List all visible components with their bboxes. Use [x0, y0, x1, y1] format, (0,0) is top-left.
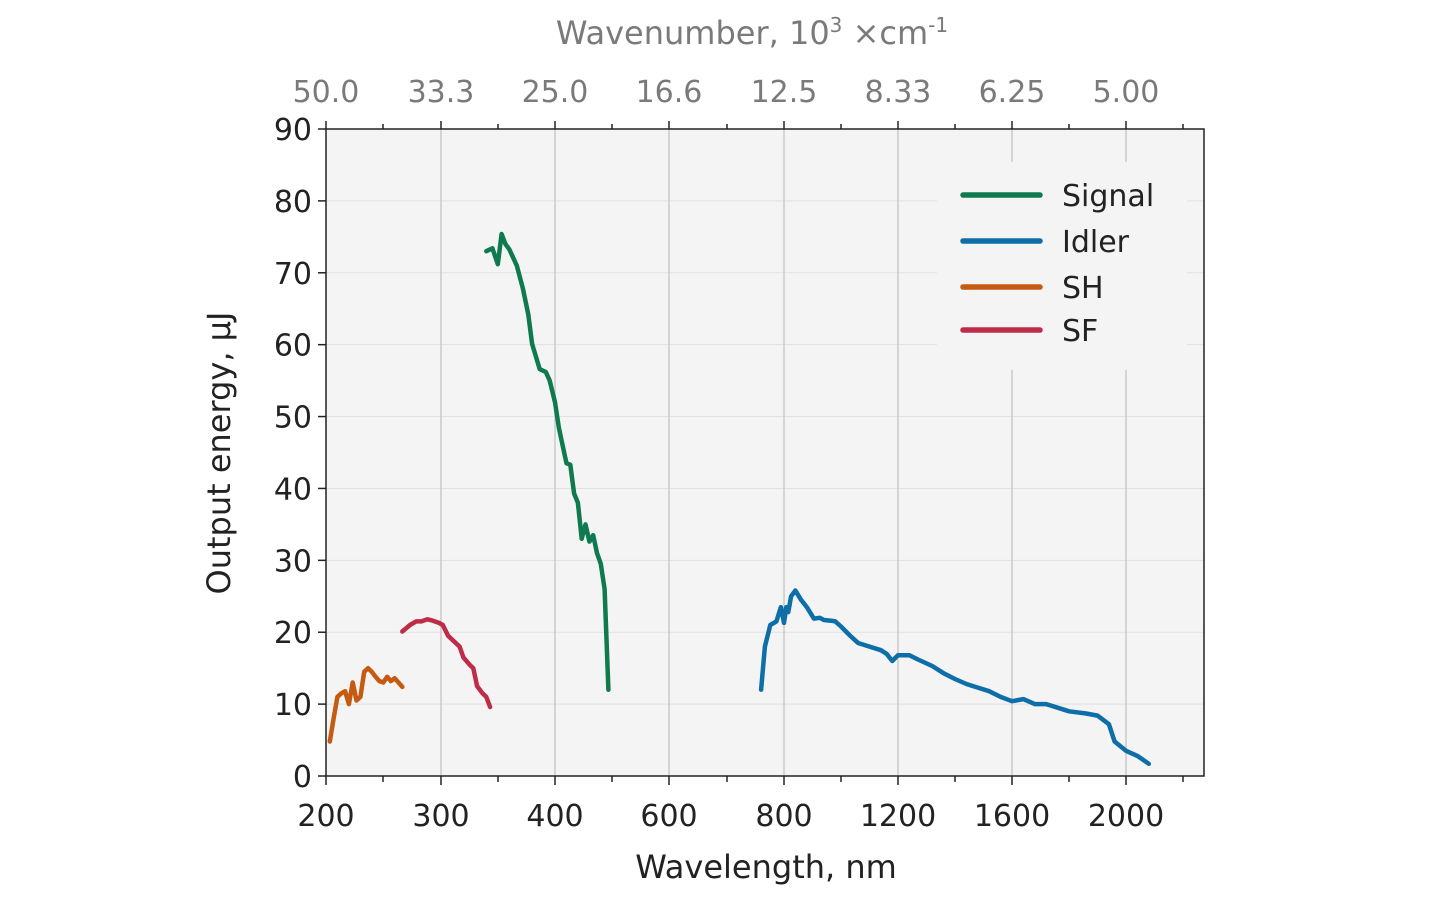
x-tick-label: 2000 [1088, 799, 1164, 834]
x-tick-label: 400 [526, 799, 583, 834]
top-tick-label: 5.00 [1093, 75, 1160, 110]
legend-label: SF [1062, 314, 1098, 349]
plot-frame [325, 128, 1205, 777]
x-tick-label: 300 [412, 799, 469, 834]
y-tick-label: 90 [274, 113, 312, 148]
x-tick-label: 1200 [860, 799, 936, 834]
y-tick-label: 30 [274, 544, 312, 579]
top-axis-title-exp1: 3 [830, 13, 843, 37]
y-tick-label: 40 [274, 472, 312, 507]
top-axis-title-unit: ×cm [842, 14, 928, 52]
top-tick-label: 12.5 [751, 75, 818, 110]
top-tick-label: 8.33 [865, 75, 932, 110]
x-tick-label: 1600 [974, 799, 1050, 834]
y-tick-label: 0 [293, 760, 312, 795]
top-axis-title-base: Wavenumber, 10 [556, 14, 830, 52]
top-tick-label: 25.0 [522, 75, 589, 110]
legend-label: Idler [1062, 225, 1130, 260]
legend-label: Signal [1062, 179, 1154, 214]
x-tick-label: 600 [640, 799, 697, 834]
y-axis-title: Output energy, µJ [200, 312, 238, 595]
y-tick-label: 10 [274, 688, 312, 723]
top-tick-label: 33.3 [408, 75, 475, 110]
x-tick-label: 200 [297, 799, 354, 834]
y-tick-label: 60 [274, 329, 312, 364]
legend: Signal Idler SH SF [937, 162, 1187, 370]
top-tick-label: 6.25 [979, 75, 1046, 110]
x-tick-label: 800 [755, 799, 812, 834]
y-tick-label: 70 [274, 257, 312, 292]
top-tick-label: 50.0 [293, 75, 360, 110]
top-axis-title-exp2: -1 [928, 13, 948, 37]
series-line-signal [484, 231, 611, 692]
y-tick-label: 80 [274, 185, 312, 220]
legend-label: SH [1062, 271, 1104, 306]
series-line-sf [400, 617, 493, 710]
axes-group: 0 10 20 30 40 50 60 70 80 90 200 300 400 600 800 1200 16… [274, 75, 1205, 834]
top-axis-title: Wavenumber, 103 ×cm-1 [556, 13, 948, 52]
series-line-sh [327, 665, 405, 744]
top-tick-label: 16.6 [636, 75, 703, 110]
y-tick-label: 20 [274, 616, 312, 651]
y-tick-label: 50 [274, 401, 312, 436]
series-line-idler [758, 588, 1152, 767]
series-group [327, 231, 1152, 767]
x-axis-title: Wavelength, nm [635, 848, 897, 886]
